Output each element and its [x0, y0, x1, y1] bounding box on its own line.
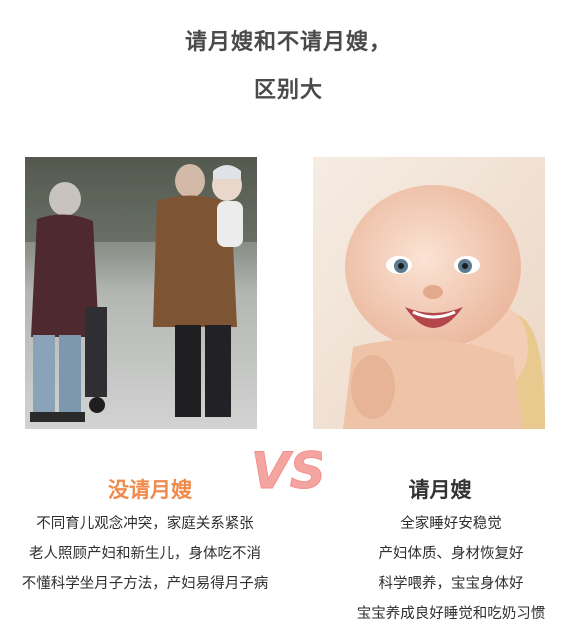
list-item: 全家睡好安稳觉: [400, 516, 502, 532]
list-item: 不同育儿观念冲突，家庭关系紧张: [36, 516, 254, 532]
smiling-baby-photo: [313, 157, 545, 429]
with-nanny-list: 全家睡好安稳觉 产妇体质、身材恢复好 科学喂养，宝宝身体好 宝宝养成良好睡觉和吃…: [325, 513, 577, 633]
no-nanny-list: 不同育儿观念冲突，家庭关系紧张 老人照顾产妇和新生儿，身体吃不消 不懂科学坐月子…: [0, 513, 290, 603]
with-nanny-title: 请月嫂: [408, 478, 472, 502]
headline-line-2: 区别大: [253, 78, 323, 103]
headline-line-1: 请月嫂和不请月嫂，: [184, 30, 392, 55]
elderly-couple-photo: [25, 157, 257, 429]
vs-label: VS: [251, 442, 322, 500]
vs-badge: VS: [248, 440, 323, 501]
list-item: 老人照顾产妇和新生儿，身体吃不消: [29, 546, 261, 562]
list-item: 宝宝养成良好睡觉和吃奶习惯: [356, 606, 546, 622]
list-item: 科学喂养，宝宝身体好: [378, 576, 524, 592]
list-item: 不懂科学坐月子方法，产妇易得月子病: [21, 576, 269, 592]
list-item: 产妇体质、身材恢复好: [378, 546, 524, 562]
no-nanny-title: 没请月嫂: [108, 478, 192, 502]
